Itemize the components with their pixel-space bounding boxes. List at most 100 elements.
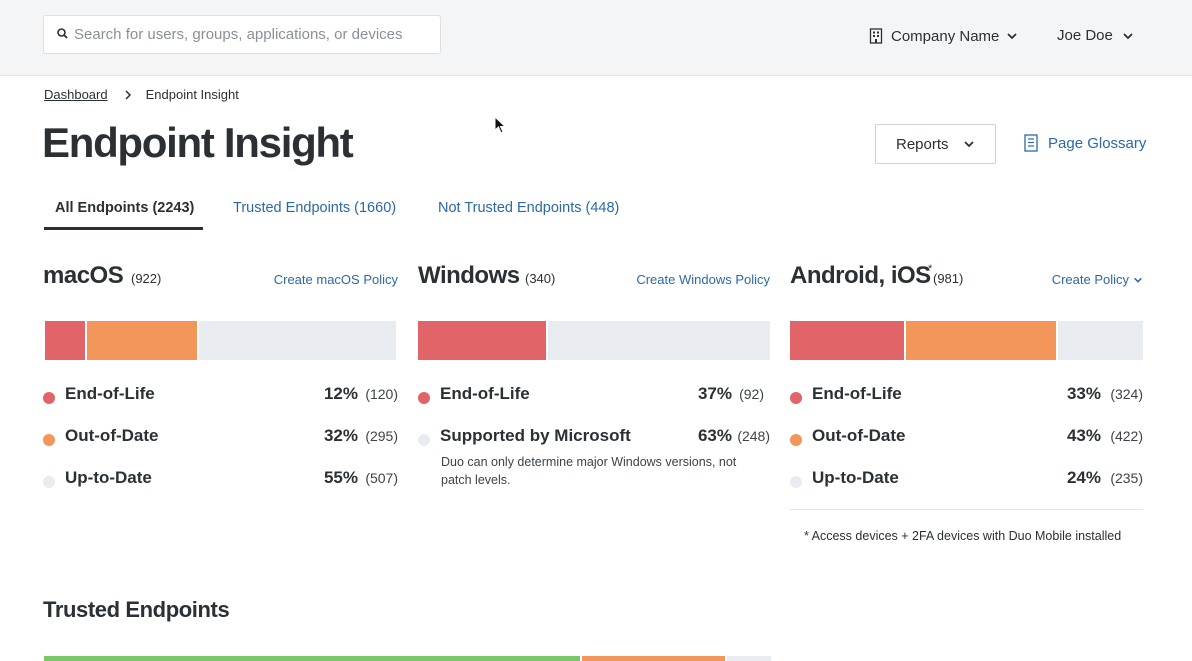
status-percent: 12%: [323, 384, 358, 403]
status-percent: 63%: [697, 426, 732, 445]
status-count: (120): [365, 386, 398, 402]
trusted-bar-segment: [727, 656, 771, 661]
platform-count: (340): [525, 271, 556, 286]
status-row-out-of-date: Out-of-Date 43% (422): [790, 426, 1143, 450]
trusted-bar-segment: [44, 656, 582, 661]
platform-card-windows: Windows (340) Create Windows Policy End-…: [418, 262, 770, 487]
status-label: Out-of-Date: [65, 426, 159, 445]
tab-not-trusted-endpoints[interactable]: Not Trusted Endpoints (448): [438, 200, 620, 216]
create-policy-label: Create Policy: [1051, 272, 1129, 287]
company-name: Company Name: [891, 27, 1000, 45]
global-search[interactable]: [43, 15, 441, 54]
footnote-text: * Access devices + 2FA devices with Duo …: [804, 529, 1122, 543]
chevron-down-icon: [1123, 32, 1133, 39]
company-selector[interactable]: Company Name: [869, 26, 1018, 46]
bar-segment-up-to-date: [1058, 321, 1143, 360]
platform-status-bar: [45, 321, 396, 360]
status-percent: 55%: [323, 468, 358, 487]
tab-trusted-endpoints[interactable]: Trusted Endpoints (1660): [233, 200, 397, 216]
tab-all-endpoints[interactable]: All Endpoints (2243): [55, 200, 195, 216]
status-dot: [418, 392, 430, 404]
search-icon: [57, 28, 68, 39]
building-icon: [869, 28, 883, 44]
status-label: Up-to-Date: [65, 468, 152, 487]
status-count: (422): [1110, 428, 1143, 444]
trusted-bar-segment: [581, 656, 728, 661]
platform-name: Android, iOS: [790, 262, 931, 289]
page-title: Endpoint Insight: [42, 119, 354, 166]
bar-segment-out-of-date: [906, 321, 1059, 360]
status-label: Out-of-Date: [812, 426, 906, 445]
status-count: (248): [737, 428, 770, 444]
status-percent: 32%: [323, 426, 358, 445]
status-percent: 37%: [697, 384, 732, 403]
chevron-down-icon: [1007, 33, 1018, 40]
search-input[interactable]: [74, 16, 434, 53]
breadcrumb-current: Endpoint Insight: [145, 87, 239, 102]
trusted-endpoints-bar: [44, 656, 771, 661]
status-dot: [790, 434, 802, 446]
status-row-end-of-life: End-of-Life 33% (324): [790, 384, 1143, 408]
create-windows-policy-link[interactable]: Create Windows Policy: [636, 272, 770, 287]
status-label: Up-to-Date: [812, 468, 899, 487]
status-row-end-of-life: End-of-Life 12% (120): [43, 384, 398, 408]
chevron-down-icon: [963, 141, 974, 148]
chevron-right-icon: [125, 89, 131, 100]
user-name: Joe Doe: [1057, 27, 1113, 44]
status-label: Supported by Microsoft: [440, 426, 631, 445]
status-dot: [43, 434, 55, 446]
status-row-up-to-date: Up-to-Date 55% (507): [43, 468, 398, 492]
document-icon: [1024, 134, 1038, 152]
status-percent: 43%: [1066, 426, 1101, 445]
status-count: (295): [365, 428, 398, 444]
windows-note: Duo can only determine major Windows ver…: [441, 455, 737, 487]
bar-segment-supported-by-microsoft: [548, 321, 770, 360]
platform-card-mobile: Android, iOS * (981) Create Policy End-o…: [790, 262, 1143, 488]
asterisk-marker: *: [928, 263, 933, 275]
top-bar: Company Name Joe Doe: [0, 0, 1192, 76]
status-count: (235): [1110, 470, 1143, 486]
status-count: (324): [1110, 386, 1143, 402]
status-count: (507): [365, 470, 398, 486]
status-dot: [790, 392, 802, 404]
bar-segment-end-of-life: [45, 321, 88, 360]
platform-count: (981): [933, 271, 964, 286]
status-label: End-of-Life: [65, 384, 155, 403]
reports-dropdown-button[interactable]: Reports: [875, 124, 996, 164]
status-percent: 33%: [1066, 384, 1101, 403]
status-count: (92): [739, 386, 764, 402]
page-glossary-label: Page Glossary: [1048, 134, 1147, 152]
bar-segment-end-of-life: [418, 321, 549, 360]
trusted-endpoints-heading: Trusted Endpoints: [43, 597, 230, 622]
platform-card-macos: macOS (922) Create macOS Policy End-of-L…: [43, 262, 398, 488]
mouse-cursor-icon: [494, 116, 506, 134]
status-dot: [43, 476, 55, 488]
platform-count: (922): [131, 271, 162, 286]
status-dot: [418, 434, 430, 446]
status-label: End-of-Life: [440, 384, 530, 403]
platform-status-bar: [790, 321, 1143, 360]
breadcrumb-dashboard-link[interactable]: Dashboard: [44, 87, 108, 102]
page-glossary-link[interactable]: Page Glossary: [1023, 134, 1146, 152]
bar-segment-end-of-life: [790, 321, 907, 360]
user-menu[interactable]: Joe Doe: [1057, 27, 1134, 44]
mobile-footnote: * Access devices + 2FA devices with Duo …: [790, 509, 1143, 543]
status-percent: 24%: [1066, 468, 1101, 487]
platform-name: macOS: [43, 262, 124, 289]
status-dot: [790, 476, 802, 488]
chevron-down-icon: [1134, 277, 1142, 283]
bar-segment-up-to-date: [199, 321, 396, 360]
status-label: End-of-Life: [812, 384, 902, 403]
platform-status-bar: [418, 321, 770, 360]
reports-label: Reports: [896, 135, 949, 153]
create-policy-dropdown[interactable]: Create Policy: [1052, 272, 1143, 287]
bar-segment-out-of-date: [87, 321, 200, 360]
status-row-end-of-life: End-of-Life 37% (92): [418, 384, 770, 408]
create-macos-policy-link[interactable]: Create macOS Policy: [273, 272, 398, 287]
status-dot: [43, 392, 55, 404]
breadcrumb: Dashboard Endpoint Insight: [44, 87, 239, 102]
status-row-out-of-date: Out-of-Date 32% (295): [43, 426, 398, 450]
active-tab-indicator: [44, 227, 203, 230]
platform-name: Windows: [418, 262, 520, 289]
status-row-up-to-date: Up-to-Date 24% (235): [790, 468, 1143, 492]
